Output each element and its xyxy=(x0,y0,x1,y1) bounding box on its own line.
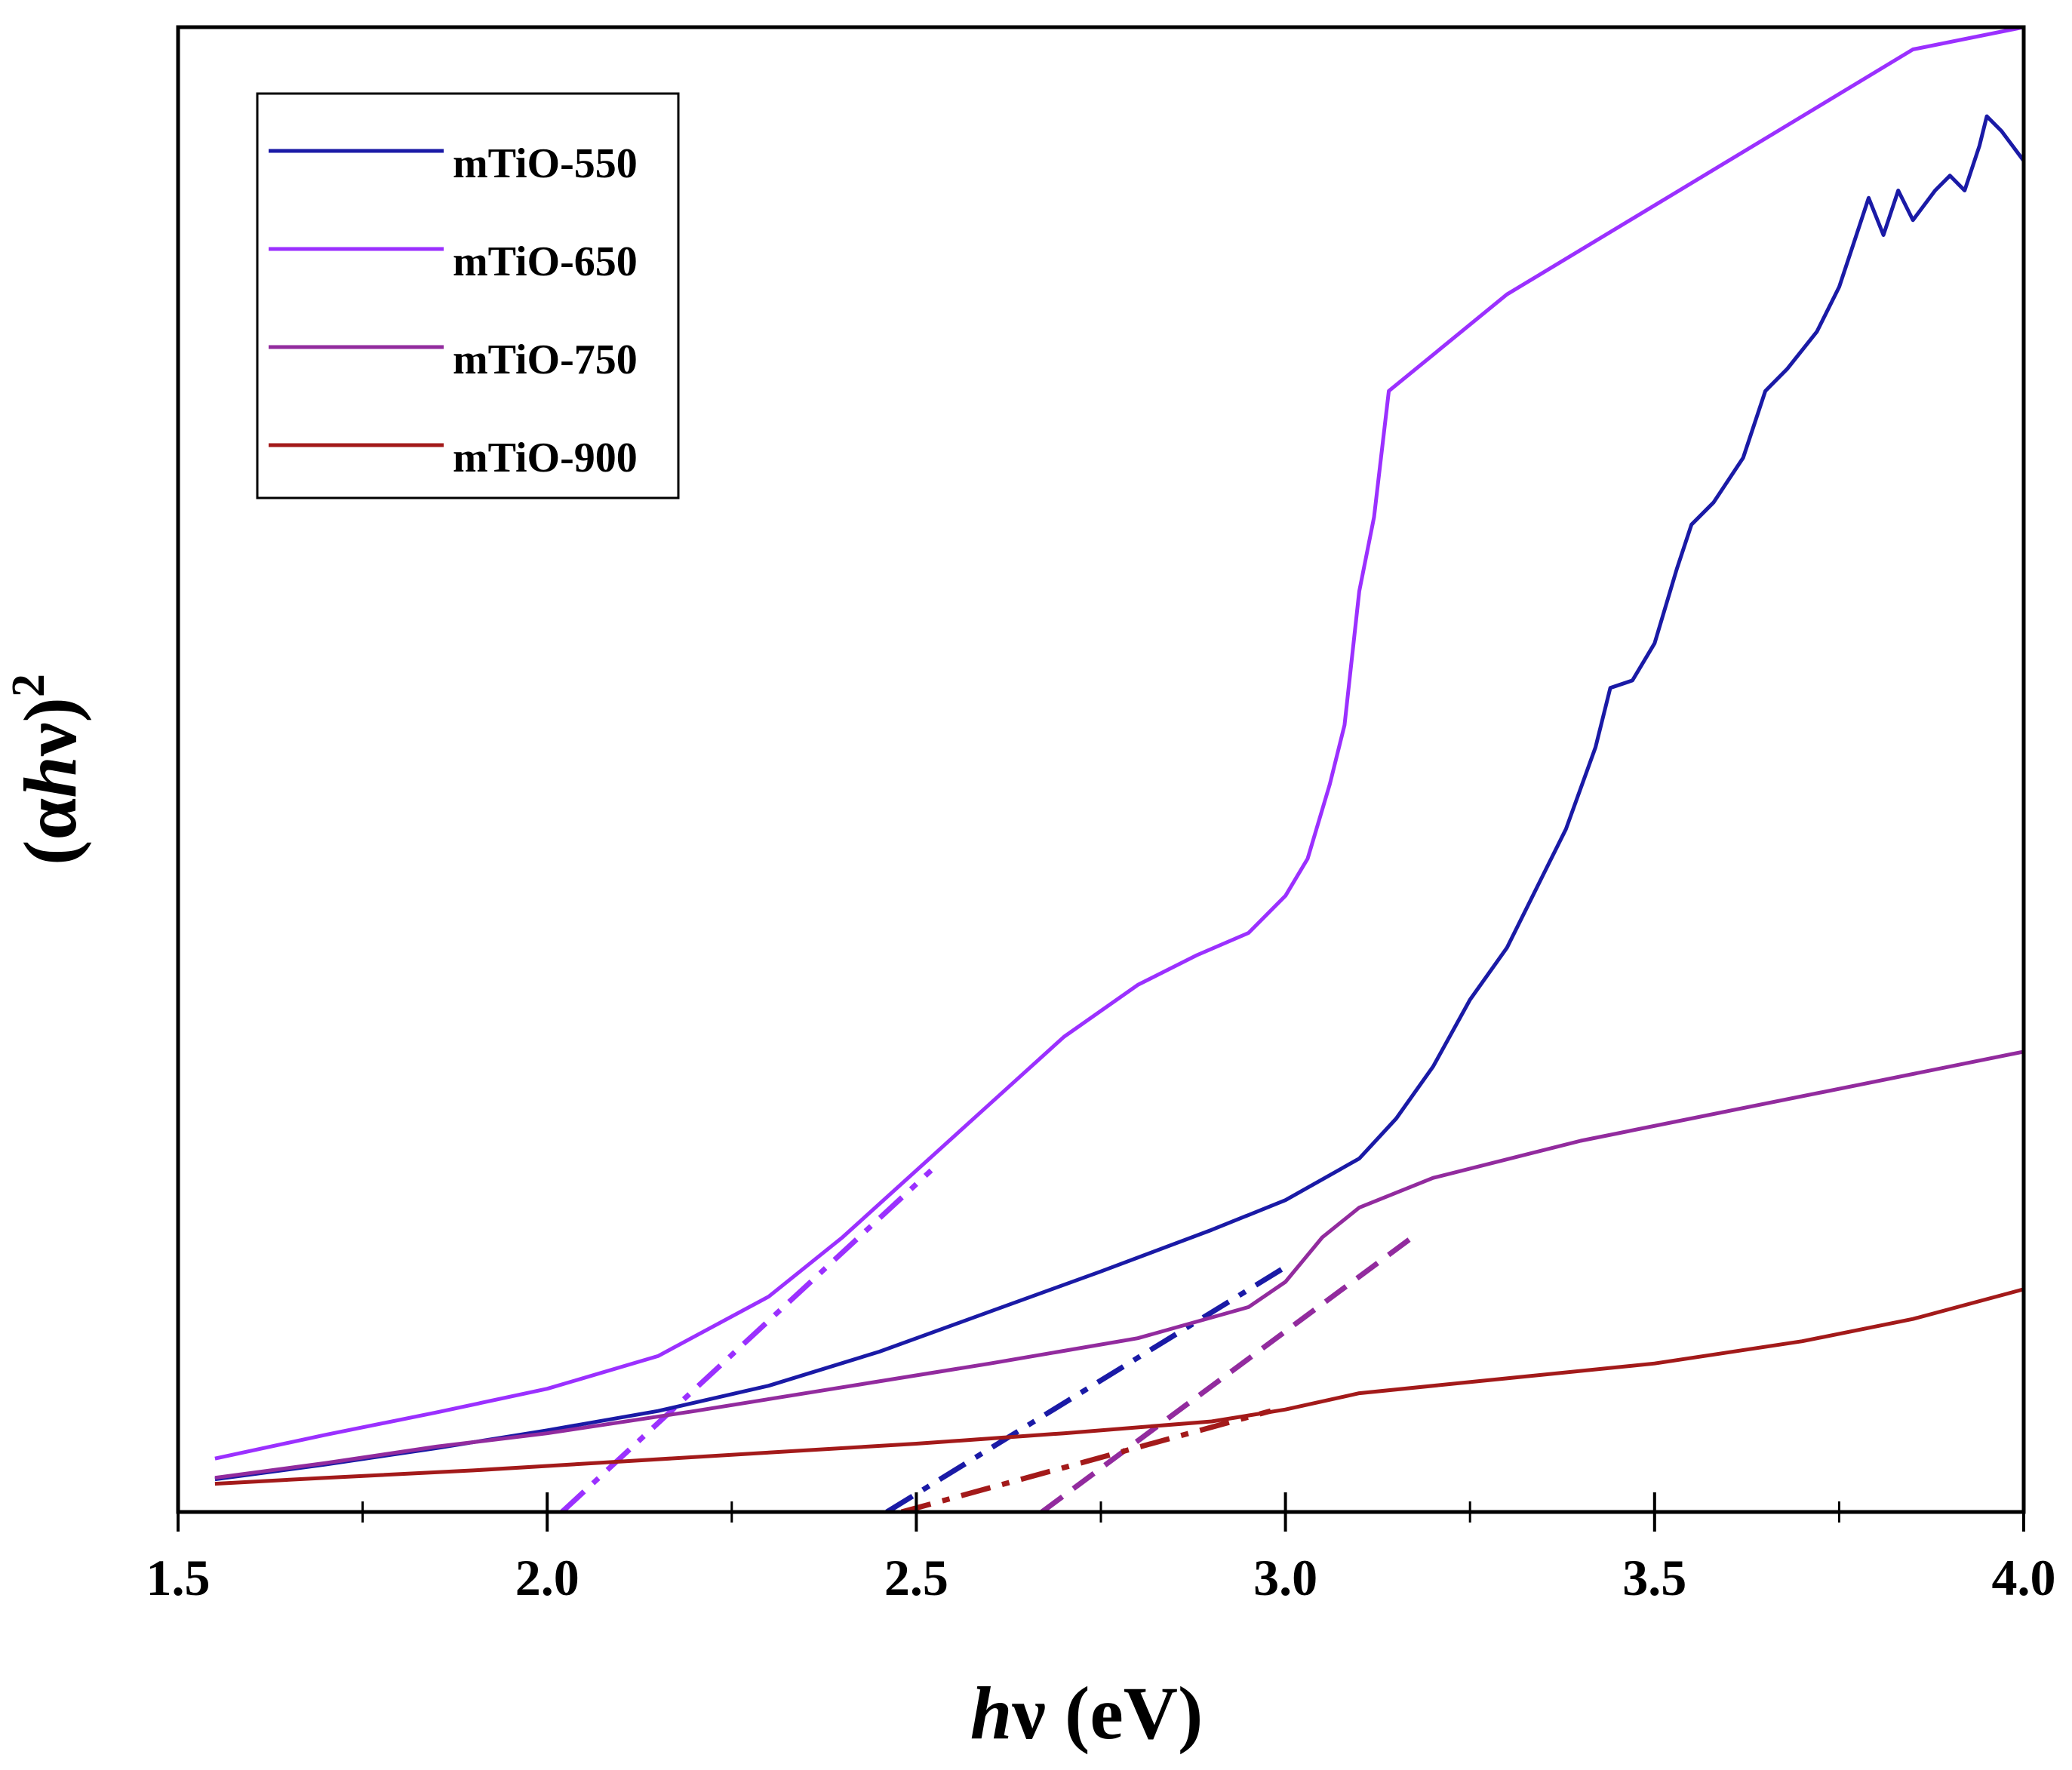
tangent-lines xyxy=(560,1168,1420,1512)
series-line-mtio-900 xyxy=(214,1287,2024,1486)
legend-label-mtio-650: mTiO-650 xyxy=(453,238,638,285)
legend-box xyxy=(256,92,680,499)
series-line-mtio-650 xyxy=(214,27,2024,1461)
y-axis-title-sup: 2 xyxy=(3,674,54,697)
y-axis-title-open: (α xyxy=(8,798,92,865)
x-axis-title-unit: (eV) xyxy=(1046,1671,1203,1755)
legend: mTiO-550 mTiO-650 mTiO-750 mTiO-900 xyxy=(256,92,680,499)
y-axis-title-close: ν) xyxy=(8,697,92,757)
x-tick-label: 2.5 xyxy=(884,1549,948,1606)
x-tick-label: 2.0 xyxy=(515,1549,579,1606)
legend-label-mtio-900: mTiO-900 xyxy=(453,435,638,481)
x-axis-title: hν (eV) xyxy=(970,1671,1204,1755)
series-line-mtio-550 xyxy=(214,114,2024,1482)
tangent-line-mtio-550 xyxy=(885,1265,1287,1512)
x-tick-label: 3.0 xyxy=(1253,1549,1317,1606)
tangent-line-mtio-750 xyxy=(1040,1231,1420,1512)
x-axis-title-nu: ν xyxy=(1011,1671,1046,1755)
y-axis-title-h: h xyxy=(8,756,92,798)
y-axis-title: (αhν)2 xyxy=(3,674,92,865)
legend-label-mtio-750: mTiO-750 xyxy=(453,336,638,383)
x-axis-title-h: h xyxy=(970,1671,1013,1755)
x-tick-label: 3.5 xyxy=(1622,1549,1686,1606)
x-tick-label: 4.0 xyxy=(1992,1549,2056,1606)
tangent-line-mtio-900 xyxy=(900,1408,1271,1512)
data-series xyxy=(214,27,2024,1486)
x-axis-ticks: 1.5 2.0 2.5 3.0 3.5 4.0 xyxy=(146,1492,2056,1606)
series-line-mtio-750 xyxy=(214,1049,2024,1480)
x-tick-label: 1.5 xyxy=(146,1549,211,1606)
legend-label-mtio-550: mTiO-550 xyxy=(453,140,638,187)
tangent-line-mtio-650 xyxy=(560,1168,933,1512)
